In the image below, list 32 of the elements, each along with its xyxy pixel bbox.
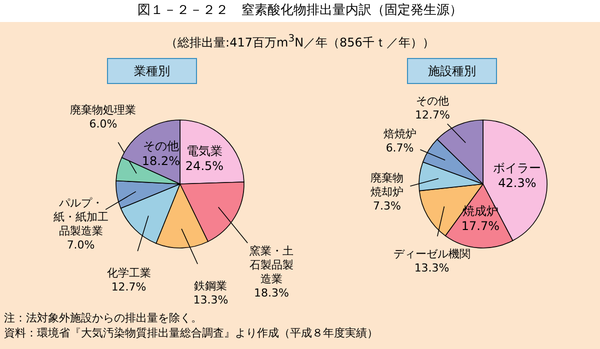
slice-label: ディーゼル機関 bbox=[393, 247, 470, 260]
text: 図１－２－２２ 窒素酸化物排出量内訳（固定発生源） bbox=[138, 2, 462, 20]
data-label: 13.3% bbox=[193, 292, 228, 306]
data-label: 13.3% bbox=[414, 260, 450, 274]
data-label: 42.3% bbox=[498, 176, 536, 190]
slice-label: 焼成炉 bbox=[462, 204, 498, 218]
text: 注：法対象外施設からの排出量を除く。 bbox=[4, 310, 202, 326]
chart-title: 業種別 bbox=[107, 58, 197, 84]
data-label: 6.7% bbox=[386, 141, 414, 154]
data-label: 24.5% bbox=[185, 158, 224, 173]
slice-label: その他 bbox=[416, 94, 449, 108]
chart-title: 施設種別 bbox=[407, 58, 497, 84]
slice-label: 焙焼炉 bbox=[383, 127, 416, 140]
data-label: 7.0% bbox=[66, 238, 95, 252]
data-label: 12.7% bbox=[111, 280, 146, 293]
slice-label: その他 bbox=[142, 139, 179, 154]
slice-label: 電気業 bbox=[186, 144, 222, 158]
slice-label: 窯業・土石製品製造業 bbox=[250, 244, 294, 286]
data-label: 17.7% bbox=[461, 219, 500, 234]
data-label: 18.2% bbox=[142, 154, 180, 168]
slice-label: 廃棄物処理業 bbox=[70, 103, 136, 116]
data-label: 6.0% bbox=[89, 116, 118, 130]
slice-label: 廃棄物焼却炉 bbox=[370, 172, 404, 198]
data-label: 18.3% bbox=[254, 286, 289, 300]
slice-label: パルプ・紙・紙加工品製造業 bbox=[53, 196, 108, 238]
text: 資料：環境省『大気汚染物質排出量総合調査』より作成（平成８年度実績） bbox=[4, 326, 378, 340]
data-label: 7.3% bbox=[373, 199, 401, 212]
text: （総排出量:417百万m$^{3}$N／年（856千ｔ／年）） bbox=[166, 34, 434, 50]
data-label: 12.7% bbox=[414, 108, 450, 122]
slice-label: 鉄鋼業 bbox=[194, 279, 228, 292]
slice-label: 化学工業 bbox=[106, 266, 151, 280]
slice-label: ボイラー bbox=[493, 160, 542, 175]
